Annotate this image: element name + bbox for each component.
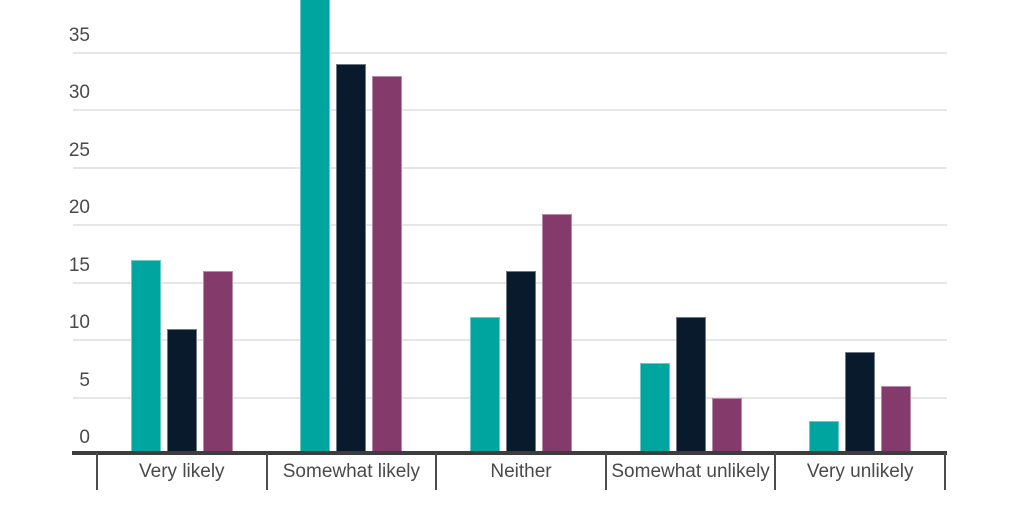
- x-axis-category-label: Very likely: [139, 461, 225, 482]
- gridline: [73, 166, 947, 169]
- y-axis-tick-label: 5: [79, 369, 90, 391]
- x-axis-category-label: Somewhat likely: [282, 461, 421, 482]
- x-axis-tick: [774, 453, 777, 490]
- x-axis-tick: [604, 453, 607, 490]
- bar-purple: [881, 386, 912, 455]
- bar-purple: [711, 397, 742, 455]
- bar-teal: [130, 259, 161, 455]
- bar-teal: [300, 0, 331, 455]
- bar-navy: [166, 328, 197, 455]
- gridline: [73, 109, 947, 111]
- bar-teal: [809, 420, 840, 455]
- x-axis-category-label: Neither: [490, 461, 552, 482]
- y-axis-tick-label: 25: [68, 139, 90, 161]
- y-axis-tick-label: 0: [79, 427, 90, 448]
- y-axis-tick-label: 10: [68, 312, 90, 333]
- bar-purple: [202, 271, 233, 455]
- bar-teal: [470, 317, 500, 455]
- bar-navy: [506, 271, 536, 455]
- bar-navy: [336, 64, 367, 455]
- x-axis-line: [72, 451, 947, 455]
- x-axis-tick: [435, 453, 438, 490]
- bar-teal: [639, 363, 670, 455]
- x-axis-category-label: Somewhat unlikely: [611, 461, 770, 482]
- y-axis-tick-label: 35: [68, 24, 90, 46]
- bar-purple: [542, 213, 572, 455]
- gridline: [73, 224, 947, 226]
- x-axis-tick: [944, 453, 946, 490]
- bar-navy: [845, 351, 876, 455]
- bar-purple: [372, 75, 403, 455]
- bar-navy: [675, 317, 706, 455]
- gridline: [73, 51, 947, 54]
- x-axis-category-label: Very unlikely: [806, 461, 914, 482]
- x-axis-tick: [265, 453, 268, 490]
- y-axis-tick-label: 15: [68, 254, 90, 276]
- y-axis-tick-label: 20: [68, 197, 90, 218]
- y-axis-tick-label: 30: [68, 82, 90, 103]
- x-axis-tick: [96, 453, 98, 490]
